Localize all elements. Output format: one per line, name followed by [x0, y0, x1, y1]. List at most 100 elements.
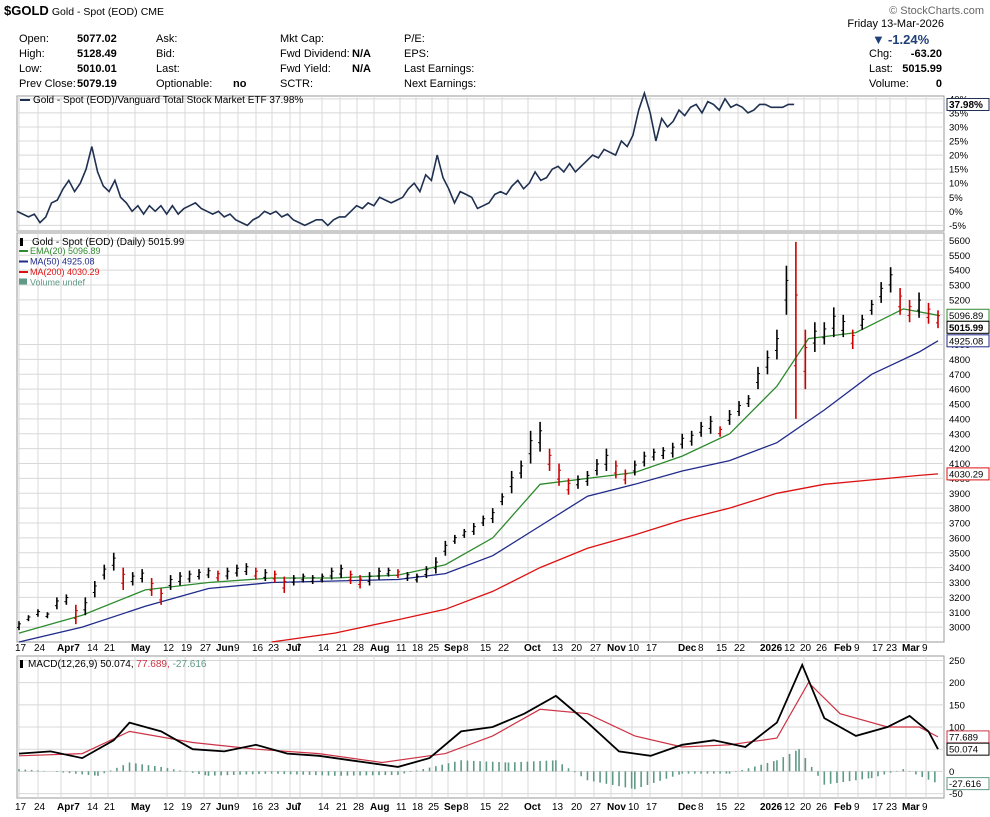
x-tick-label: 25 — [428, 802, 440, 813]
y-tick-label: 3700 — [949, 519, 970, 530]
histogram-bar — [646, 771, 649, 785]
value-tag-label: 4925.08 — [949, 336, 983, 347]
histogram-bar — [817, 771, 819, 776]
field-label: Fwd Yield: — [280, 63, 331, 75]
macd-line — [18, 662, 939, 768]
histogram-bar — [915, 771, 917, 775]
histogram-bar — [788, 753, 791, 772]
histogram-bar — [671, 771, 674, 777]
y-tick-label: -50 — [949, 789, 963, 800]
histogram-bar — [479, 761, 481, 772]
field-label: Last: — [156, 63, 180, 75]
histogram-bar — [153, 766, 156, 772]
macd-title-text: MACD(12,26,9) — [28, 659, 100, 670]
field-value: N/A — [352, 48, 371, 60]
y-tick-label: 3100 — [949, 608, 970, 619]
histogram-bar — [728, 771, 731, 774]
x-tick-label: 14 — [318, 802, 330, 813]
histogram-bar — [498, 762, 500, 772]
histogram-bar — [204, 771, 207, 776]
field-label: Mkt Cap: — [280, 33, 325, 45]
histogram-bar — [877, 771, 879, 777]
histogram-bar — [848, 771, 851, 782]
histogram-bar — [539, 761, 541, 772]
histogram-bar — [103, 771, 106, 774]
histogram-bar — [776, 760, 778, 772]
histogram-bar — [659, 771, 661, 781]
histogram-bar — [694, 771, 696, 774]
x-tick-label: 8 — [698, 802, 704, 813]
histogram-bar — [624, 771, 627, 788]
chart-header: $GOLD Gold - Spot (EOD) CME © StockChart… — [0, 0, 990, 94]
field-label: EPS: — [404, 48, 430, 60]
x-tick-label: 21 — [104, 643, 116, 654]
x-tick-label: 12 — [784, 802, 796, 813]
exchange: CME — [140, 6, 165, 18]
histogram-bar — [214, 771, 216, 776]
y-tick-label: 3500 — [949, 548, 970, 559]
y-tick-label: 3000 — [949, 623, 970, 634]
histogram-bar — [630, 771, 633, 789]
legend-label: MA(200) 4030.29 — [30, 267, 100, 277]
y-tick-label: 3800 — [949, 504, 970, 515]
x-tick-label: 9 — [234, 802, 240, 813]
field-label: Low: — [19, 63, 43, 75]
x-tick-label: 13 — [552, 643, 564, 654]
histogram-bar — [640, 771, 642, 788]
y-tick-label: 4300 — [949, 429, 970, 440]
y-tick-label: 3900 — [949, 489, 970, 500]
change-percent: -1.24% — [887, 32, 930, 47]
x-tick-label: 17 — [15, 802, 27, 813]
x-tick-label: 20 — [800, 643, 812, 654]
histogram-bar — [315, 771, 317, 776]
value-tag-label: 77.689 — [949, 732, 978, 743]
x-tick-label: May — [131, 802, 151, 813]
histogram-bar — [526, 761, 529, 772]
histogram-bar — [18, 769, 20, 772]
histogram-bar — [592, 771, 595, 782]
histogram-bar — [264, 771, 267, 774]
histogram-bar — [514, 762, 516, 772]
x-tick-label: 24 — [34, 802, 46, 813]
x-tick-label: 18 — [412, 802, 424, 813]
x-tick-label: 20 — [571, 802, 583, 813]
histogram-bar — [302, 771, 305, 775]
x-tick-label: May — [131, 643, 151, 654]
histogram-bar — [618, 771, 620, 787]
field-label: Last: — [869, 63, 893, 75]
macd-signal-line — [18, 681, 939, 764]
x-tick-label: 15 — [716, 643, 728, 654]
x-tick-label: 23 — [268, 802, 280, 813]
y-tick-label: 30% — [949, 122, 969, 133]
field-value: N/A — [352, 63, 371, 75]
histogram-bar — [251, 771, 254, 775]
x-tick-label: 26 — [816, 802, 828, 813]
histogram-bar — [390, 771, 393, 776]
y-tick-label: -5% — [949, 221, 966, 232]
histogram-bar — [141, 764, 143, 772]
x-tick-label: Mar — [902, 802, 920, 813]
histogram-bar — [861, 771, 864, 780]
x-tick-label: 23 — [268, 643, 280, 654]
x-tick-label: 15 — [716, 802, 728, 813]
histogram-bar — [580, 771, 582, 777]
x-tick-label: 14 — [87, 802, 99, 813]
histogram-bar — [232, 771, 235, 775]
panel-frame — [16, 232, 945, 643]
legend-label: MA(50) 4925.08 — [30, 257, 95, 267]
histogram-bar — [725, 771, 728, 774]
x-tick-label: Jul — [286, 802, 301, 813]
y-tick-label: 4200 — [949, 444, 970, 455]
field-label: Open: — [19, 33, 49, 45]
x-tick-label: 9 — [854, 802, 860, 813]
histogram-bar — [327, 771, 330, 776]
histogram-bar — [422, 769, 425, 772]
histogram-bar — [567, 768, 570, 772]
x-tick-label: 27 — [590, 802, 602, 813]
histogram-bar — [795, 750, 797, 772]
histogram-bar — [599, 771, 601, 783]
field-label: High: — [19, 48, 45, 60]
histogram-bar — [561, 764, 563, 772]
